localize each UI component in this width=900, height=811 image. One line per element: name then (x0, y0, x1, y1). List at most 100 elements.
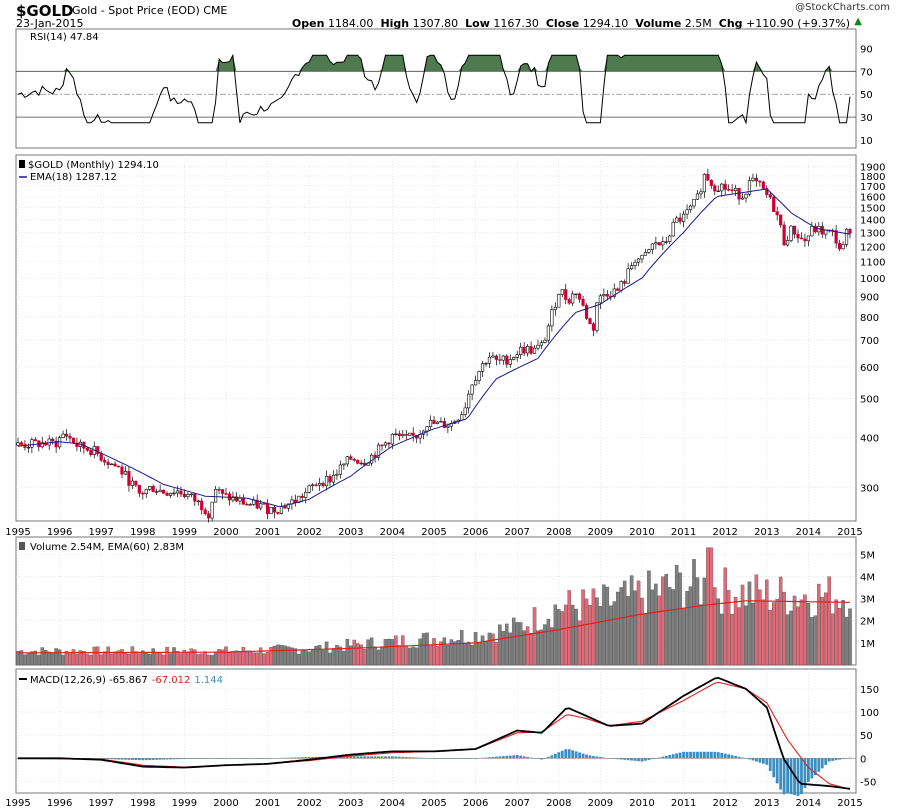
macd-histogram-bar (127, 758, 131, 760)
macd-histogram-bar (737, 756, 741, 759)
candle-body (841, 244, 845, 250)
price-candle (238, 494, 242, 505)
volume-bar (37, 654, 41, 666)
volume-bar (685, 591, 689, 666)
candle-body (692, 198, 696, 207)
price-candle (577, 292, 582, 303)
price-candle (175, 485, 180, 498)
price-candle (473, 375, 478, 386)
volume-bar (837, 607, 842, 666)
candle-body (473, 380, 478, 386)
volume-bar (525, 626, 530, 666)
macd-histogram-bar (349, 756, 353, 759)
macd-histogram-bar (685, 751, 689, 759)
x-tick-label-2008: 2008 (546, 798, 571, 809)
volume-bar (50, 652, 55, 666)
x-tick-label-1998: 1998 (130, 798, 155, 809)
macd-histogram-bar (748, 758, 751, 760)
macd-histogram-bar (137, 758, 141, 761)
volume-bar (442, 637, 447, 666)
candle-legend-icon (19, 160, 25, 168)
candle-body (130, 480, 135, 486)
price-candle (376, 442, 381, 461)
volume-bar (647, 570, 651, 666)
volume-bar (359, 644, 363, 666)
macd-histogram-bar (501, 756, 505, 759)
volume-bar (785, 614, 790, 666)
candle-body (636, 258, 641, 263)
price-candle (844, 227, 849, 248)
volume-bar (168, 653, 173, 666)
close-label: Close (545, 17, 580, 30)
rsi-frame (15, 28, 857, 149)
price-candle (813, 223, 817, 234)
candle-body (435, 421, 440, 424)
volume-bar (456, 639, 461, 666)
candle-body (16, 442, 20, 446)
macd-histogram-bar (498, 756, 502, 759)
price-candle (668, 234, 672, 245)
candle-body (390, 433, 395, 445)
macd-histogram-bar (505, 755, 509, 759)
candle-body (397, 433, 401, 436)
macd-tick-0: 0 (860, 754, 866, 765)
volume-bar (466, 641, 471, 666)
candle-body (688, 205, 693, 211)
candle-body (508, 359, 512, 365)
candle-body (813, 225, 817, 233)
volume-bar (421, 633, 426, 666)
price-candle (546, 323, 550, 344)
macd-histogram-bar (356, 756, 360, 759)
candle-body (723, 183, 727, 190)
volume-bar (803, 594, 807, 666)
candle-body (681, 213, 686, 222)
price-candle (172, 488, 176, 497)
macd-histogram-bar (581, 753, 585, 759)
price-candle (709, 179, 713, 189)
volume-bar (16, 650, 20, 666)
volume-bar (144, 652, 149, 666)
x-tick-label-2008: 2008 (546, 527, 571, 538)
price-candle (539, 340, 544, 350)
price-candle (380, 444, 384, 451)
macd-histogram-bar (772, 758, 776, 778)
chart-date: 23-Jan-2015 (16, 17, 84, 30)
volume-bar (823, 592, 828, 666)
low-value: 1167.30 (493, 17, 539, 30)
macd-histogram-bar (848, 757, 852, 759)
macd-histogram-bar (706, 751, 710, 759)
volume-bar (362, 649, 367, 666)
price-candle (612, 283, 616, 299)
volume-legend: Volume 2.54M, EMA(60) 2.83M (30, 542, 184, 553)
price-candle (106, 458, 110, 469)
candle-body (494, 355, 499, 360)
volume-bar (300, 650, 305, 666)
candle-body (387, 442, 391, 445)
x-tick-label-2012: 2012 (712, 527, 737, 538)
volume-value: 2.5M (684, 17, 712, 30)
candle-body (577, 293, 582, 300)
x-tick-label-1995: 1995 (5, 798, 30, 809)
candle-body (560, 289, 564, 295)
candle-body (321, 482, 325, 487)
candle-body (803, 238, 807, 242)
macd-histogram-bar (314, 756, 318, 759)
candle-body (54, 440, 58, 448)
macd-histogram-bar (585, 754, 588, 759)
volume-bar (477, 642, 481, 666)
price-candle (609, 290, 613, 301)
volume-bar (765, 579, 769, 666)
macd-histogram-bar (165, 758, 169, 760)
candle-body (675, 217, 679, 223)
candle-body (345, 456, 349, 465)
price-candle (629, 262, 634, 271)
candle-body (252, 499, 256, 505)
candle-body (324, 476, 329, 487)
candle-body (716, 190, 720, 193)
candle-body (300, 495, 304, 498)
price-candle (491, 351, 495, 358)
x-tick-label-2000: 2000 (213, 527, 238, 538)
volume-bar (463, 642, 467, 666)
volume-bar (380, 647, 384, 666)
volume-bar (75, 654, 79, 666)
